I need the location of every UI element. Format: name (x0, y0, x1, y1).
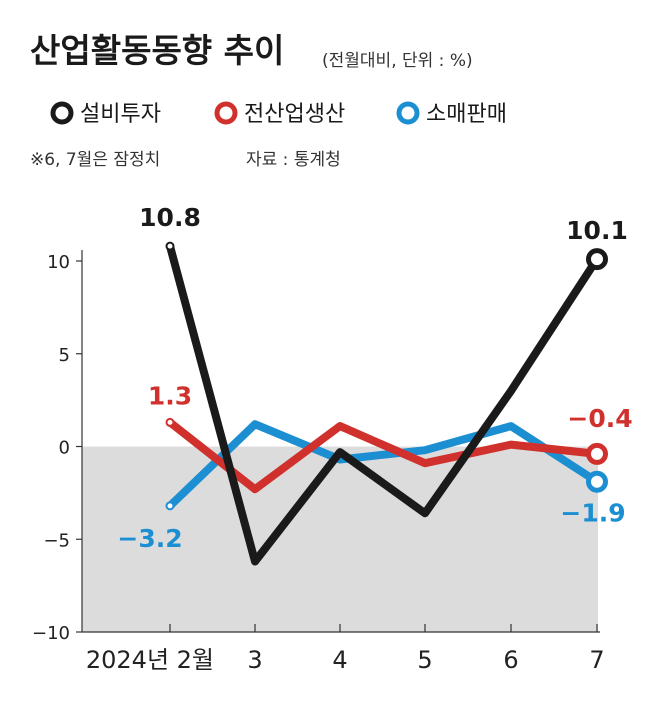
start-point-소매판매 (165, 501, 175, 511)
legend-label-전산업생산: 전산업생산 (244, 102, 345, 127)
end-point-설비투자 (586, 248, 608, 271)
data-label-소매판매: −3.2 (117, 524, 182, 553)
x-tick-label: 7 (589, 646, 604, 674)
data-label-설비투자: 10.8 (139, 203, 201, 232)
y-tick-label: −5 (43, 530, 70, 551)
x-axis: 2024년 2월 3 4 5 6 7 (82, 624, 605, 674)
end-point-소매판매 (586, 470, 608, 493)
start-point-설비투자 (165, 241, 175, 251)
chart-title: 산업활동동향 추이 (30, 31, 284, 70)
data-label-전산업생산: −0.4 (567, 404, 632, 433)
unit-note: (전월대비, 단위 : %) (322, 51, 473, 71)
plot-area (82, 446, 598, 632)
end-point-전산업생산 (586, 442, 608, 465)
data-labels: 10.8 10.1 1.3 −0.4 −3.2 −1.9 (117, 203, 632, 553)
y-axis: 10 5 0 −5 −10 (32, 250, 83, 644)
series-line-설비투자 (166, 242, 601, 566)
series-line-소매판매 (166, 420, 601, 510)
y-tick-label: −10 (32, 623, 70, 644)
x-tick-label: 2024년 2월 (86, 646, 214, 674)
data-label-소매판매: −1.9 (560, 499, 625, 528)
legend: 설비투자 전산업생산 소매판매 (50, 101, 507, 127)
legend-label-소매판매: 소매판매 (426, 102, 507, 127)
x-tick-label: 3 (247, 646, 262, 674)
y-tick-label: 0 (59, 438, 70, 459)
footnote: ※6, 7월은 잠정치 (30, 150, 160, 170)
negative-region (82, 446, 598, 632)
legend-marker-설비투자 (50, 101, 74, 125)
x-tick-label: 6 (503, 646, 518, 674)
legend-marker-소매판매 (396, 101, 420, 125)
data-label-전산업생산: 1.3 (148, 381, 192, 410)
y-tick-label: 5 (59, 345, 70, 366)
legend-label-설비투자: 설비투자 (80, 102, 161, 127)
legend-marker-전산업생산 (214, 101, 238, 125)
data-label-설비투자: 10.1 (566, 216, 628, 245)
series-layer (165, 241, 608, 566)
x-tick-label: 5 (417, 646, 432, 674)
y-tick-label: 10 (47, 252, 70, 273)
series-line-전산업생산 (166, 418, 601, 494)
x-tick-label: 4 (332, 646, 347, 674)
source-note: 자료 : 통계청 (246, 150, 341, 170)
start-point-전산업생산 (165, 417, 175, 427)
